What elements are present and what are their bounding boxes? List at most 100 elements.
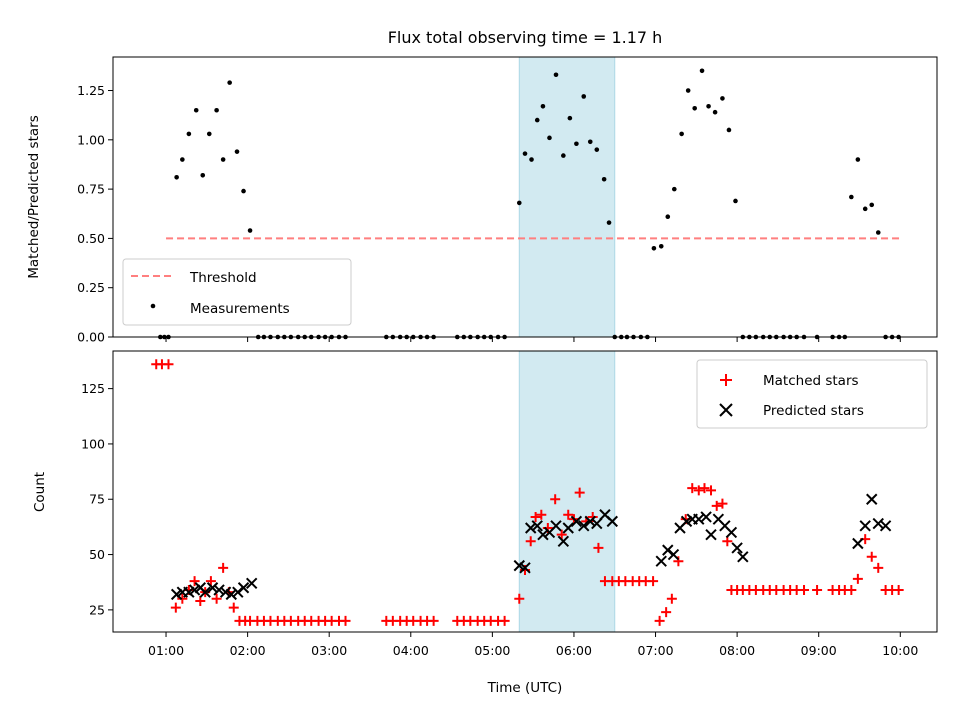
matched-point (717, 498, 728, 509)
measurement-point (594, 147, 600, 152)
x-axis-label: Time (UTC) (487, 680, 563, 696)
predicted-point (570, 515, 583, 528)
matched-point (846, 584, 857, 595)
legend-matched-swatch (720, 374, 732, 386)
bottom-y-tick-label: 50 (89, 547, 105, 562)
measurement-point (671, 186, 677, 192)
x-tick-label: 01:00 (148, 643, 184, 658)
x-tick-label: 07:00 (638, 643, 674, 658)
measurement-point (699, 68, 705, 74)
matched-point (812, 584, 823, 595)
matched-point (514, 593, 525, 604)
bottom-panel-axes: 25 50 75 100 125 01:00 02:00 03:00 04:00 05:00 06:… (81, 350, 938, 658)
top-frame (112, 56, 938, 338)
predicted-point (199, 586, 211, 598)
measurement-point (553, 72, 559, 78)
measurement-point (516, 200, 522, 206)
measurement-point (227, 80, 232, 85)
matched-series (151, 359, 904, 626)
matched-point (428, 615, 439, 626)
predicted-point (591, 517, 603, 530)
top-y-tick-label: 0.25 (77, 280, 105, 295)
matched-point (536, 509, 547, 520)
top-legend: Threshold Measurements (122, 258, 352, 326)
x-tick-label: 02:00 (230, 643, 266, 658)
measurement-point (540, 103, 546, 109)
predicted-point (557, 535, 570, 547)
measurement-point (712, 109, 718, 115)
bottom-y-tick-label: 25 (89, 602, 105, 617)
matched-point (648, 576, 659, 587)
matched-point (530, 511, 541, 522)
top-y-tick-label: 0.75 (77, 182, 105, 197)
matched-point (722, 536, 733, 547)
measurement-point (234, 149, 240, 154)
top-legend-box (122, 258, 352, 326)
legend-predicted-label: Predicted stars (763, 403, 864, 419)
predicted-point (606, 515, 619, 528)
matched-point (799, 584, 810, 595)
x-tick-label: 08:00 (719, 643, 755, 658)
matched-point (693, 485, 704, 496)
legend-measurements-swatch (150, 303, 156, 309)
matched-point (706, 485, 717, 496)
matched-point (687, 483, 698, 494)
measurement-point (651, 245, 657, 251)
measurement-point (180, 157, 185, 162)
measurement-point (606, 220, 612, 225)
measurement-point (193, 107, 199, 113)
matched-point (654, 615, 665, 626)
bottom-frame (112, 350, 938, 633)
predicted-point (866, 493, 878, 505)
legend-measurements-label: Measurements (190, 301, 290, 317)
measurement-point (862, 206, 868, 212)
measurement-point (720, 96, 725, 101)
matched-point (666, 593, 677, 604)
bottom-y-tick-label: 75 (89, 492, 105, 507)
measurement-point (186, 131, 192, 137)
matched-point (893, 584, 904, 595)
measurement-point (849, 194, 854, 200)
measurement-point (706, 103, 711, 109)
x-tick-label: 04:00 (393, 643, 429, 658)
measurement-point (601, 176, 607, 182)
top-y-tick-label: 0.50 (77, 231, 105, 246)
measurement-point (869, 202, 875, 208)
predicted-point (519, 562, 531, 574)
matched-point (189, 576, 200, 587)
top-panel-axes: 0.00 0.25 0.50 0.75 1.00 1.25 (77, 56, 938, 345)
x-tick-label: 09:00 (801, 643, 837, 658)
matched-point (593, 542, 604, 553)
matched-point (340, 615, 351, 626)
bottom-y-tick-label: 125 (81, 381, 105, 396)
measurement-point (529, 157, 534, 162)
matched-point (574, 487, 585, 498)
predicted-point (731, 542, 743, 554)
matched-point (170, 602, 181, 613)
measurement-point (855, 157, 861, 162)
predicted-point (531, 520, 543, 532)
matched-point (873, 562, 884, 573)
matched-point (228, 602, 239, 613)
predicted-point (705, 528, 717, 541)
highlight-spans (518, 56, 616, 633)
predicted-point (213, 584, 225, 596)
x-tick-label: 10:00 (882, 643, 918, 658)
measurement-point (658, 243, 664, 249)
predicted-point (725, 526, 738, 539)
measurement-point (567, 115, 573, 121)
bottom-y-axis-label: Count (32, 472, 48, 512)
predicted-point (700, 511, 712, 523)
predicted-point (525, 522, 537, 534)
measurement-point (587, 139, 593, 145)
predicted-point (872, 517, 884, 530)
measurement-point (174, 174, 179, 180)
matched-point (177, 593, 188, 604)
predicted-point (245, 577, 258, 590)
measurement-point (220, 157, 226, 162)
measurement-point (875, 230, 881, 235)
matched-point (699, 483, 710, 494)
bottom-legend-box (696, 359, 928, 429)
measurement-point (522, 151, 528, 156)
x-tick-label: 03:00 (311, 643, 347, 658)
